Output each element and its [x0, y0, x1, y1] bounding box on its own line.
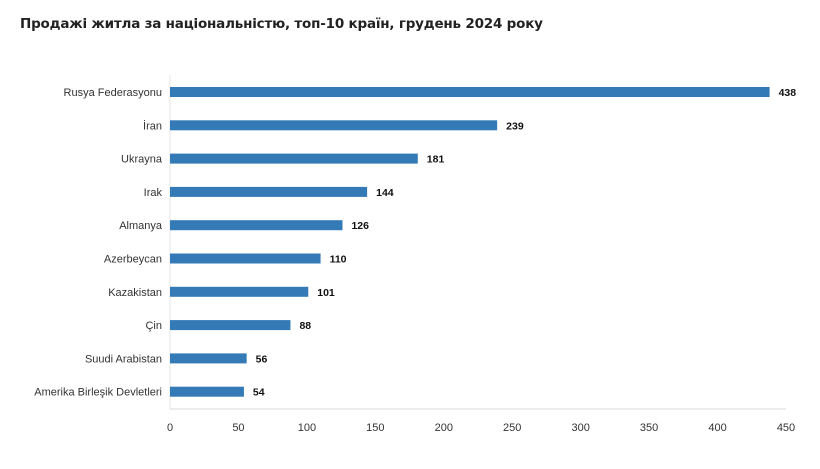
data-label: 181	[427, 154, 445, 166]
x-tick-label: 200	[435, 422, 453, 434]
bar	[170, 253, 321, 264]
x-tick-label: 250	[503, 422, 521, 434]
category-label: Kazakistan	[108, 287, 162, 299]
data-label: 88	[299, 320, 311, 332]
data-label: 239	[506, 120, 524, 132]
bar	[170, 320, 291, 331]
chart-title: Продажі житла за національністю, топ-10 …	[20, 16, 543, 32]
x-tick-label: 300	[571, 422, 589, 434]
bar	[170, 353, 247, 364]
x-tick-label: 350	[640, 422, 658, 434]
category-label: Amerika Birleşik Devletleri	[34, 387, 162, 399]
x-tick-label: 0	[167, 422, 173, 434]
bar	[170, 153, 418, 164]
bar	[170, 386, 244, 397]
x-tick-label: 50	[232, 422, 244, 434]
category-label: Almanya	[119, 220, 163, 232]
category-label: Rusya Federasyonu	[64, 87, 162, 99]
category-label: Ukrayna	[121, 154, 163, 166]
category-label: Suudi Arabistan	[85, 353, 162, 365]
category-label: İran	[143, 119, 162, 132]
category-label: Azerbeycan	[104, 254, 162, 266]
bar	[170, 286, 309, 297]
data-label: 144	[376, 187, 394, 199]
x-tick-label: 150	[366, 422, 384, 434]
bar	[170, 120, 498, 131]
category-label: Çin	[145, 320, 162, 332]
bar	[170, 87, 770, 97]
data-label: 56	[256, 353, 268, 365]
x-tick-label: 400	[708, 422, 726, 434]
data-label: 438	[779, 87, 797, 99]
data-label: 126	[351, 220, 369, 232]
x-tick-label: 100	[298, 422, 316, 434]
category-label: Irak	[144, 187, 163, 199]
x-tick-label: 450	[777, 422, 795, 434]
data-label: 101	[317, 287, 335, 299]
data-label: 110	[330, 254, 347, 266]
bar	[170, 186, 368, 197]
data-label: 54	[253, 387, 265, 399]
bar	[170, 220, 343, 231]
